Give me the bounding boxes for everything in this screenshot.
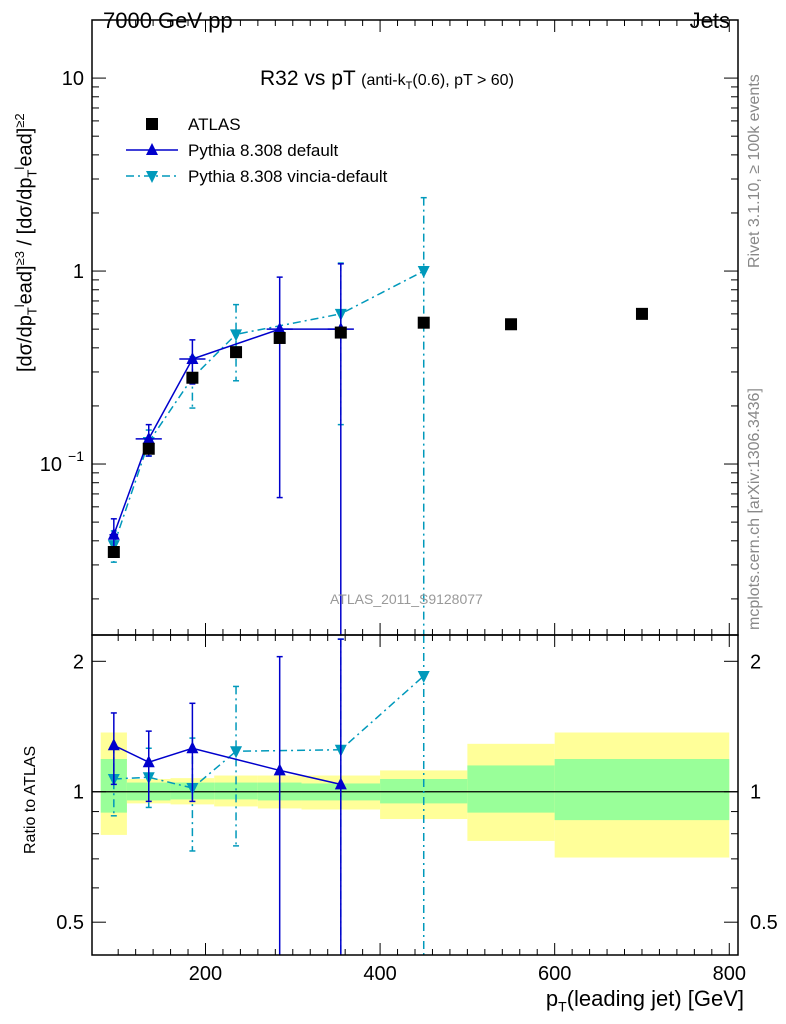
- main-y-tick-label: 10: [40, 454, 62, 476]
- ratio-y-tick-label: 1: [73, 782, 84, 804]
- ratio-data-point: [273, 763, 286, 776]
- main-data-point: [334, 326, 347, 339]
- header-process-label: Jets: [689, 8, 730, 33]
- x-tick-label: 600: [538, 963, 571, 985]
- ratio-y-tick-label-right: 1: [750, 782, 761, 804]
- ratio-data-point: [230, 746, 243, 759]
- legend-marker: [146, 143, 158, 155]
- main-data-point: [505, 318, 518, 331]
- main-data-point: [273, 322, 286, 335]
- main-data-point: [635, 307, 648, 320]
- ratio-y-tick-label: 2: [73, 651, 84, 673]
- plot-title-qualifier: (anti-kT(0.6), pT > 60): [361, 72, 514, 93]
- ratio-band-inner: [467, 765, 555, 813]
- main-data-point: [417, 316, 430, 329]
- legend-marker: [146, 171, 158, 183]
- main-data-point: [417, 266, 430, 279]
- legend-marker: [146, 118, 158, 130]
- ratio-band-inner: [554, 759, 730, 821]
- main-data-point: [230, 329, 243, 342]
- legend-label: Pythia 8.308 default: [188, 141, 339, 160]
- main-y-axis-label: [dσ/dpTlead]≥3 / [dσ/dpTlead]≥2: [12, 113, 40, 372]
- x-axis-label: pT(leading jet) [GeV]: [545, 986, 744, 1015]
- ratio-data-point: [186, 741, 199, 754]
- main-y-tick-label: 1: [73, 261, 84, 283]
- x-tick-label: 800: [713, 963, 746, 985]
- plot-title: R32 vs pT (anti-kT(0.6), pT > 60): [260, 67, 514, 92]
- main-data-point: [186, 371, 199, 384]
- main-y-tick-exponent: −1: [68, 448, 84, 464]
- x-tick-label: 400: [363, 963, 396, 985]
- main-panel-frame: [91, 19, 739, 636]
- legend: ATLAS Pythia 8.308 default Pythia 8.308 vi…: [126, 115, 388, 186]
- analysis-id: ATLAS_2011_S9128077: [330, 591, 483, 607]
- ratio-panel-data: [92, 635, 738, 955]
- main-data-point: [142, 431, 155, 444]
- main-data-point: [107, 527, 120, 540]
- ratio-data-point: [107, 738, 120, 751]
- rivet-version-text: Rivet 3.1.10, ≥ 100k events: [746, 74, 763, 268]
- ratio-data-point: [417, 670, 430, 683]
- main-series-line: [113, 270, 425, 546]
- ratio-data-point: [334, 777, 347, 790]
- ratio-y-tick-label: 0.5: [56, 912, 84, 934]
- legend-label: Pythia 8.308 vincia-default: [188, 167, 388, 186]
- x-tick-label: 200: [189, 963, 222, 985]
- mcplots-text: mcplots.cern.ch [arXiv:1306.3436]: [746, 388, 763, 630]
- main-data-point: [186, 352, 199, 365]
- ratio-series-line: [113, 675, 425, 789]
- main-y-tick-label: 10: [62, 68, 84, 90]
- main-data-point: [230, 346, 243, 359]
- plot-title-main: R32 vs pT: [260, 67, 356, 90]
- ratio-band-inner: [214, 782, 258, 800]
- ratio-data-point: [142, 755, 155, 768]
- legend-label: ATLAS: [188, 115, 241, 134]
- axes-frames: 200 400 600 800 10 −1 1 10 0.5 0.5 1 1 2 2: [40, 19, 778, 985]
- main-data-point: [107, 546, 120, 559]
- main-data-point: [273, 331, 286, 344]
- ratio-y-tick-label-right: 0.5: [750, 912, 778, 934]
- header-energy-label: 7000 GeV pp: [103, 8, 233, 33]
- ratio-y-axis-label: Ratio to ATLAS: [22, 745, 39, 854]
- main-series-line: [113, 328, 341, 536]
- main-panel-data: [107, 196, 648, 635]
- ratio-y-tick-label-right: 2: [750, 651, 761, 673]
- main-data-point: [142, 442, 155, 455]
